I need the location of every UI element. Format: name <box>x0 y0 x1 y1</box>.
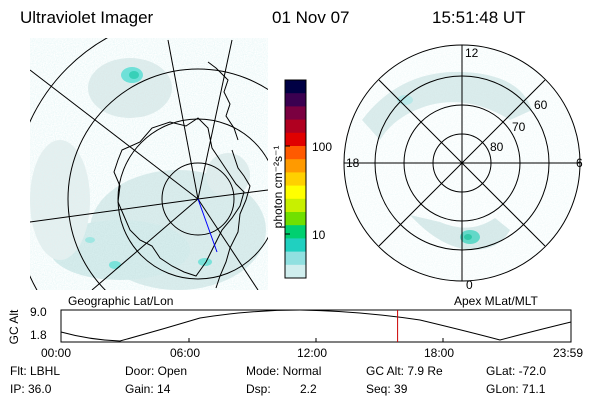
colorbar <box>284 79 307 279</box>
colorbar-cell <box>285 198 306 213</box>
colorbar-cell <box>285 212 306 226</box>
mlat-80-label: 80 <box>490 140 504 154</box>
mlt-18-label: 18 <box>346 156 360 170</box>
colorbar-cell <box>285 146 306 160</box>
mlat-70-label: 70 <box>512 120 526 134</box>
colorbar-tick-100: 100 <box>312 140 333 154</box>
apex-map <box>343 44 581 282</box>
colorbar-cell <box>285 80 306 94</box>
altitude-plot <box>60 309 572 343</box>
altitude-xtick-4: 23:59 <box>553 346 584 360</box>
ground-track <box>197 198 218 253</box>
altitude-ytick-low: 1.8 <box>30 328 47 342</box>
colorbar-cell <box>285 132 306 147</box>
gc-alt-info: GC Alt: 7.9 Re <box>366 364 443 378</box>
geographic-map <box>30 38 268 290</box>
colorbar-cell <box>285 172 306 187</box>
colorbar-cell <box>285 185 306 200</box>
altitude-xtick-1: 06:00 <box>170 346 201 360</box>
left-aurora <box>30 38 268 290</box>
altitude-xtick-2: 12:00 <box>297 346 328 360</box>
colorbar-cell <box>285 159 306 173</box>
colorbar-cell <box>285 251 306 266</box>
antarctica-coastline <box>113 117 245 277</box>
colorbar-cell <box>285 93 306 107</box>
glat-info: GLat: -72.0 <box>486 364 547 378</box>
right-panel-label: Apex MLat/MLT <box>454 294 538 308</box>
south-america-coastline <box>207 61 239 141</box>
mlt-0-label: 0 <box>466 278 473 292</box>
time-label: 15:51:48 UT <box>432 8 526 27</box>
altitude-curve <box>60 309 572 342</box>
mlat-60-label: 60 <box>534 98 548 112</box>
instrument-title: Ultraviolet Imager <box>20 8 154 27</box>
peninsula-coastline <box>215 149 251 289</box>
colorbar-tick-10: 10 <box>312 228 326 242</box>
left-panel-label: Geographic Lat/Lon <box>68 294 174 308</box>
flt-info: Flt: LBHL <box>10 364 61 378</box>
dsp-label: Dsp: <box>246 382 271 396</box>
colorbar-cell <box>285 238 306 253</box>
seq-info: Seq: 39 <box>366 382 408 396</box>
colorbar-cell <box>285 106 306 121</box>
ip-info: IP: 36.0 <box>10 382 52 396</box>
date-label: 01 Nov 07 <box>272 8 350 27</box>
colorbar-cell <box>285 264 306 279</box>
colorbar-cell <box>285 119 306 134</box>
dsp-value: 2.2 <box>300 382 317 396</box>
colorbar-cell <box>285 225 306 239</box>
altitude-xtick-0: 00:00 <box>41 346 72 360</box>
glon-info: GLon: 71.1 <box>486 382 546 396</box>
meridians <box>30 39 268 290</box>
mode-info: Mode: Normal <box>246 364 322 378</box>
altitude-ylabel: GC Alt <box>7 309 21 345</box>
gain-info: Gain: 14 <box>125 382 171 396</box>
mlt-12-label: 12 <box>465 46 479 60</box>
altitude-xtick-3: 18:00 <box>424 346 455 360</box>
mlt-6-label: 6 <box>576 156 583 170</box>
colorbar-unit-label: photon cm⁻²s⁻¹ <box>271 145 285 229</box>
altitude-ytick-high: 9.0 <box>30 305 47 319</box>
door-info: Door: Open <box>125 364 188 378</box>
